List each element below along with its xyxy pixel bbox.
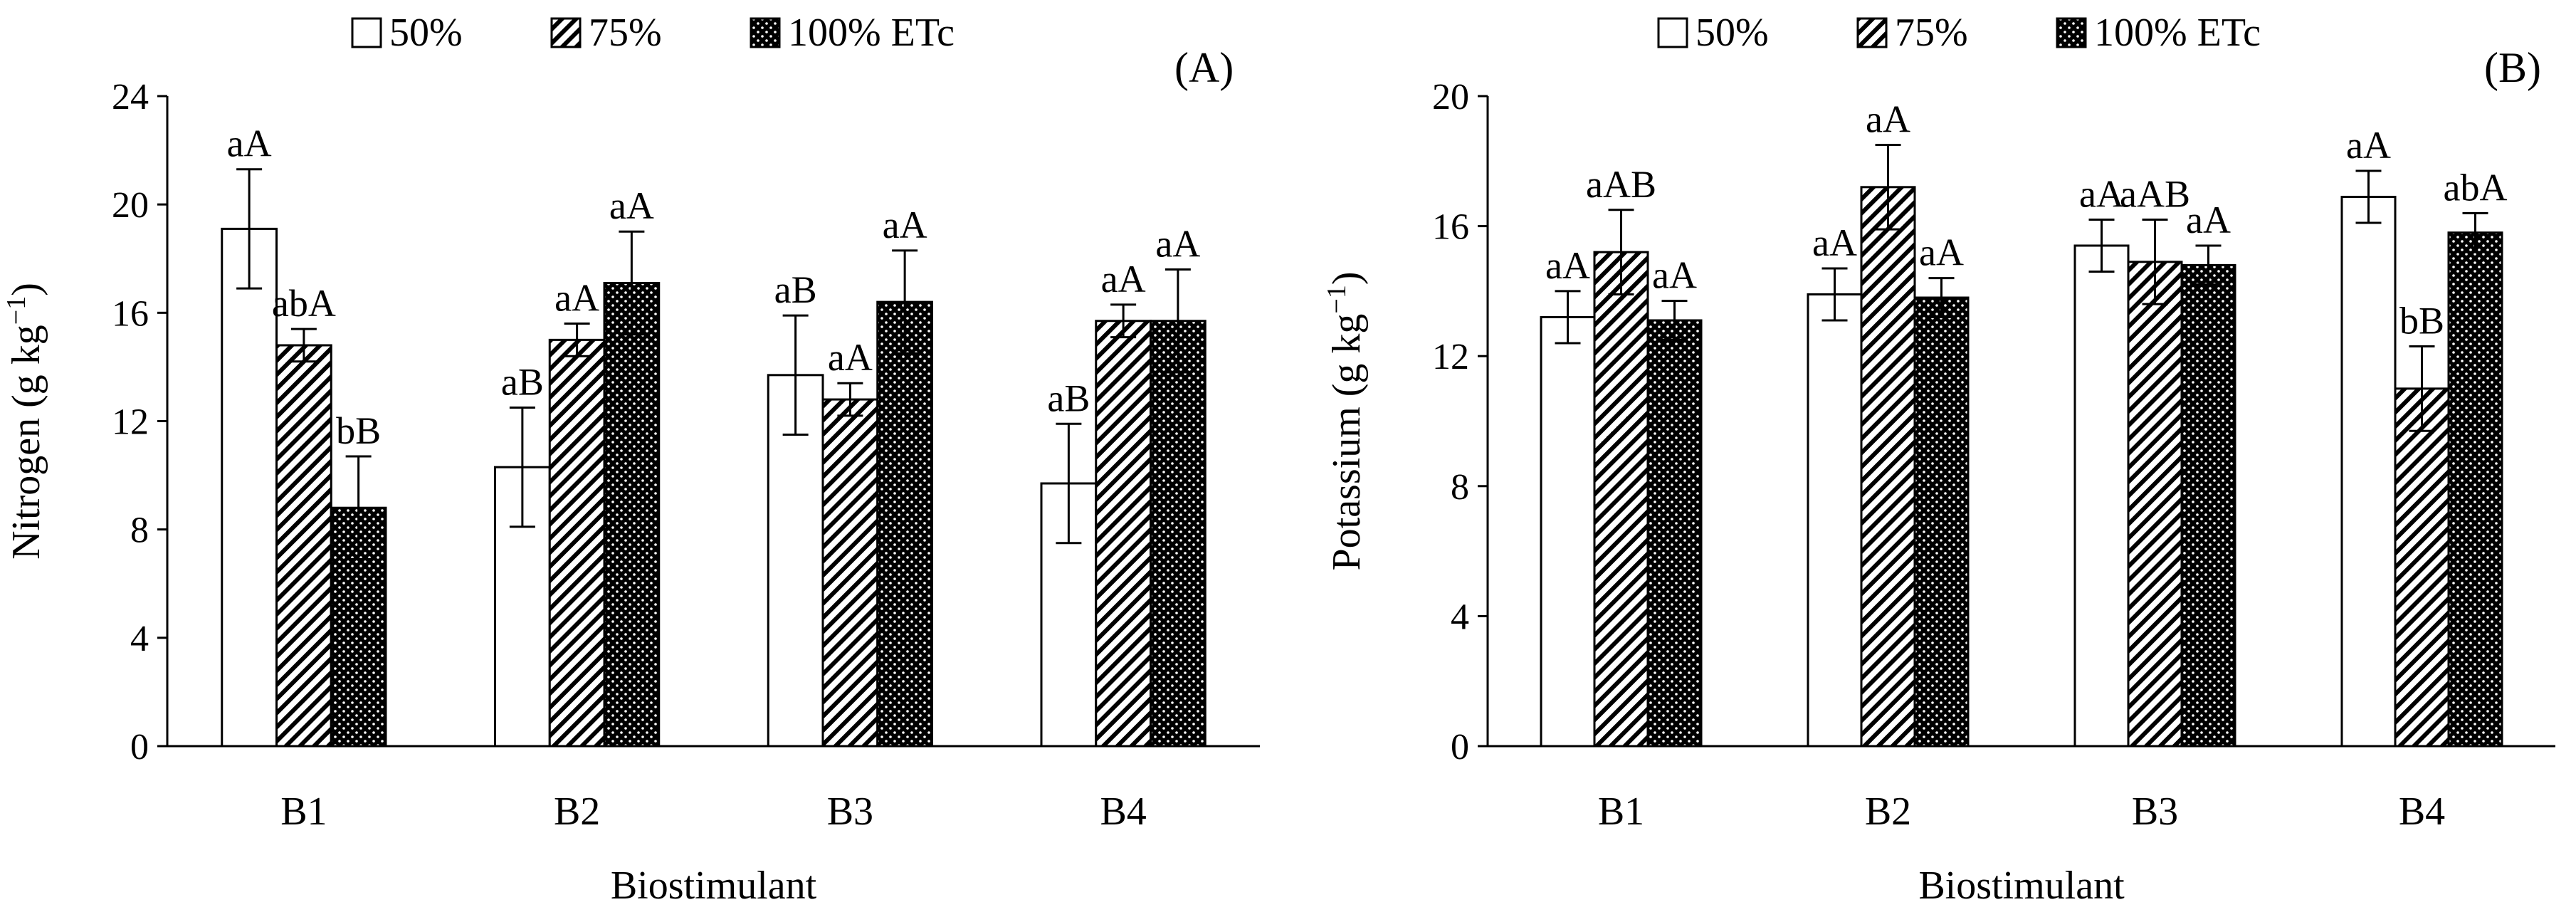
x-tick-label-b2: B2 [554, 790, 600, 834]
legend-swatch-hatch [1856, 17, 1888, 48]
y-tick-label: 24 [112, 77, 149, 117]
significance-label: aA [1155, 222, 1200, 265]
significance-label: aA [2079, 172, 2124, 215]
legend-label: 50% [389, 11, 463, 55]
y-tick-label: 4 [130, 619, 149, 659]
y-tick-label: 12 [1432, 337, 1469, 377]
bar-b1-open [1540, 315, 1596, 748]
legend-swatch-open [1657, 17, 1688, 48]
legend-label: 50% [1696, 11, 1769, 55]
bar-b1-hatch [1593, 251, 1649, 748]
chart-panel-a: 0 4 8 12 16 20 24 Nitrogen (g kg−1) B1 aA abA bB B2 a… [1, 11, 1260, 908]
bar-b4-dots [1150, 320, 1206, 748]
bar-b4-hatch [2394, 387, 2450, 748]
x-tick-label-b3: B3 [2132, 790, 2178, 834]
significance-label: aA [1652, 254, 1697, 297]
legend-label: 75% [589, 11, 662, 55]
y-axis-title-exponent: −1 [1322, 285, 1352, 313]
bar-b2-dots [1913, 296, 1970, 748]
y-axis-title-main: Nitrogen (g kg [4, 325, 48, 560]
significance-label: aB [774, 268, 817, 311]
bar-b2-dots [603, 281, 661, 748]
legend: 50% 75% 100% ETc [351, 11, 955, 55]
significance-label: aAB [1586, 163, 1656, 206]
significance-label: aA [1812, 221, 1857, 264]
significance-label: bB [2399, 300, 2444, 342]
x-tick-label-b4: B4 [2399, 790, 2445, 834]
y-axis-title-close: ) [1325, 271, 1369, 285]
bar-b1-hatch [275, 344, 332, 748]
significance-label: aA [1101, 258, 1146, 300]
significance-label: abA [2444, 166, 2508, 209]
bar-b2-open [1807, 293, 1863, 748]
y-tick-label: 8 [130, 510, 149, 551]
bar-b1-dots [1646, 319, 1703, 748]
significance-label: aA [828, 336, 873, 379]
bar-b4-open [2340, 196, 2397, 748]
y-tick-label: 0 [130, 727, 149, 767]
bar-b4-hatch [1095, 320, 1152, 748]
legend-swatch-open [351, 17, 382, 48]
significance-label: aA [227, 122, 272, 165]
significance-label: aAB [2120, 172, 2190, 215]
significance-label: aA [883, 204, 927, 246]
y-tick-label: 20 [112, 185, 149, 226]
y-axis-title: Nitrogen (g kg−1) [1, 283, 48, 560]
bar-b4-dots [2447, 231, 2503, 748]
panel-label: (B) [2484, 44, 2541, 91]
bar-b3-hatch [821, 398, 879, 748]
legend-swatch-dots [2056, 17, 2087, 48]
significance-label: aB [1047, 377, 1090, 419]
x-tick-label-b3: B3 [827, 790, 873, 834]
y-axis-title-main: Potassium (g kg [1325, 314, 1369, 571]
legend-label: 100% ETc [788, 11, 955, 55]
legend-swatch-dots [750, 17, 781, 48]
y-axis-title: Potassium (g kg−1) [1322, 271, 1369, 570]
bar-b2-hatch [1860, 186, 1916, 748]
significance-label: aA [2346, 124, 2391, 167]
bar-b3-dots [876, 300, 933, 748]
y-tick-label: 0 [1451, 727, 1469, 767]
bar-b3-open [2073, 244, 2130, 748]
bar-b3-dots [2180, 263, 2236, 748]
x-axis-title: Biostimulant [611, 864, 817, 908]
y-tick-label: 16 [112, 293, 149, 334]
bar-b2-hatch [548, 338, 606, 748]
y-tick-label: 4 [1451, 597, 1469, 637]
y-axis-title-exponent: −1 [1, 296, 31, 325]
bar-b3-hatch [2127, 261, 2183, 748]
significance-label: aB [501, 360, 544, 403]
x-tick-label-b1: B1 [1598, 790, 1644, 834]
significance-label: bB [336, 409, 381, 452]
y-tick-label: 12 [112, 402, 149, 443]
significance-label: aA [554, 277, 599, 320]
significance-label: aA [2186, 199, 2231, 241]
x-tick-label-b2: B2 [1865, 790, 1911, 834]
x-tick-label-b1: B1 [280, 790, 327, 834]
significance-label: abA [272, 282, 336, 325]
bar-b1-open [221, 227, 278, 748]
y-axis-title-close: ) [4, 283, 48, 296]
significance-label: aA [609, 184, 654, 227]
legend: 50% 75% 100% ETc [1657, 11, 2261, 55]
x-tick-label-b4: B4 [1100, 790, 1146, 834]
y-tick-label: 16 [1432, 207, 1469, 248]
significance-label: aA [1866, 98, 1910, 140]
significance-label: aA [1545, 244, 1590, 287]
legend-label: 100% ETc [2094, 11, 2261, 55]
significance-label: aA [1919, 231, 1964, 274]
y-tick-label: 8 [1451, 467, 1469, 508]
bar-b4-open [1040, 482, 1098, 748]
y-tick-label: 20 [1432, 77, 1469, 117]
legend-swatch-hatch [550, 17, 582, 48]
x-axis-title: Biostimulant [1918, 864, 2125, 908]
legend-label: 75% [1895, 11, 1968, 55]
bar-b3-open [767, 374, 824, 748]
panel-label: (A) [1174, 44, 1234, 91]
